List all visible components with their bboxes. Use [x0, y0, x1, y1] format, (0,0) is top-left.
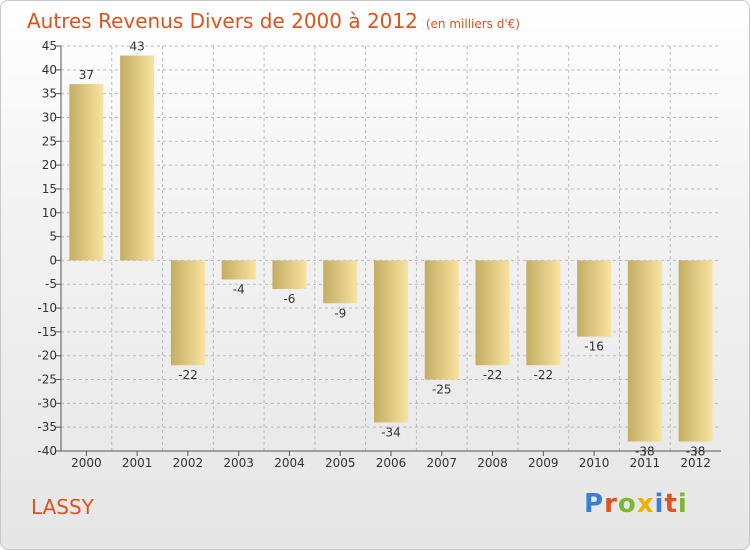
value-labels: 37 43 -22 -4 -6 -9 -34 -25 -22 -22 -16 -38 -38 — [79, 40, 706, 459]
bars — [69, 55, 713, 442]
x-tick-label: 2010 — [579, 456, 610, 470]
value-label: -34 — [381, 425, 401, 439]
bar — [577, 260, 612, 337]
chart-title-text: Autres Revenus Divers de 2000 à 2012 — [27, 9, 418, 33]
value-label: -6 — [283, 292, 295, 306]
bar — [475, 260, 510, 366]
y-tick-label: 35 — [42, 87, 57, 101]
chart-subtitle: (en milliers d'€) — [425, 17, 520, 31]
value-label: -38 — [686, 444, 706, 458]
y-tick-label: 20 — [42, 158, 57, 172]
y-tick-label: -40 — [37, 444, 57, 458]
location-label: LASSY — [31, 495, 94, 519]
bar — [678, 260, 713, 442]
bar — [323, 260, 358, 304]
bar — [69, 84, 104, 261]
y-tick-label: -5 — [45, 277, 57, 291]
y-tick-label: 45 — [42, 39, 57, 53]
y-tick-label: -10 — [37, 301, 57, 315]
value-label: 43 — [130, 40, 145, 54]
x-tick-label: 2012 — [680, 456, 711, 470]
y-tick-label: 25 — [42, 134, 57, 148]
chart-title: Autres Revenus Divers de 2000 à 2012 (en … — [27, 9, 520, 33]
y-tick-label: -20 — [37, 349, 57, 363]
y-tick-label: 30 — [42, 110, 57, 124]
axes: 45 40 35 30 25 20 15 10 5 0 -5 -10 -15 -20 -25 -30 -35 -4… — [37, 39, 721, 470]
y-tick-label: -15 — [37, 325, 57, 339]
bar — [120, 55, 155, 261]
value-label: 37 — [79, 68, 94, 82]
bar — [374, 260, 408, 423]
y-tick-label: -30 — [37, 396, 57, 410]
x-tick-label: 2009 — [528, 456, 559, 470]
bar — [221, 260, 256, 280]
y-tick-label: 40 — [42, 63, 57, 77]
proxiti-logo: Proxiti — [584, 489, 688, 519]
x-tick-label: 2008 — [477, 456, 508, 470]
bar — [526, 260, 561, 366]
x-tick-label: 2006 — [376, 456, 407, 470]
bar — [627, 260, 662, 442]
value-label: -22 — [483, 368, 503, 382]
x-tick-label: 2002 — [173, 456, 204, 470]
x-tick-label: 2011 — [630, 456, 661, 470]
bar — [170, 260, 205, 366]
x-tick-label: 2000 — [71, 456, 102, 470]
bar — [272, 260, 307, 289]
x-tick-label: 2003 — [223, 456, 254, 470]
value-label: -25 — [432, 383, 452, 397]
value-label: -22 — [534, 368, 554, 382]
value-label: -16 — [584, 340, 604, 354]
bar — [424, 260, 459, 380]
y-tick-label: 10 — [42, 206, 57, 220]
x-tick-label: 2005 — [325, 456, 356, 470]
value-label: -22 — [178, 368, 198, 382]
y-tick-label: 15 — [42, 182, 57, 196]
value-label: -9 — [334, 306, 346, 320]
x-tick-label: 2001 — [122, 456, 153, 470]
value-label: -4 — [233, 282, 245, 296]
y-tick-label: -25 — [37, 373, 57, 387]
y-tick-label: -35 — [37, 420, 57, 434]
y-tick-label: 5 — [49, 230, 57, 244]
y-tick-label: 0 — [49, 253, 57, 267]
x-tick-label: 2004 — [274, 456, 305, 470]
value-label: -38 — [635, 444, 655, 458]
x-tick-label: 2007 — [426, 456, 457, 470]
